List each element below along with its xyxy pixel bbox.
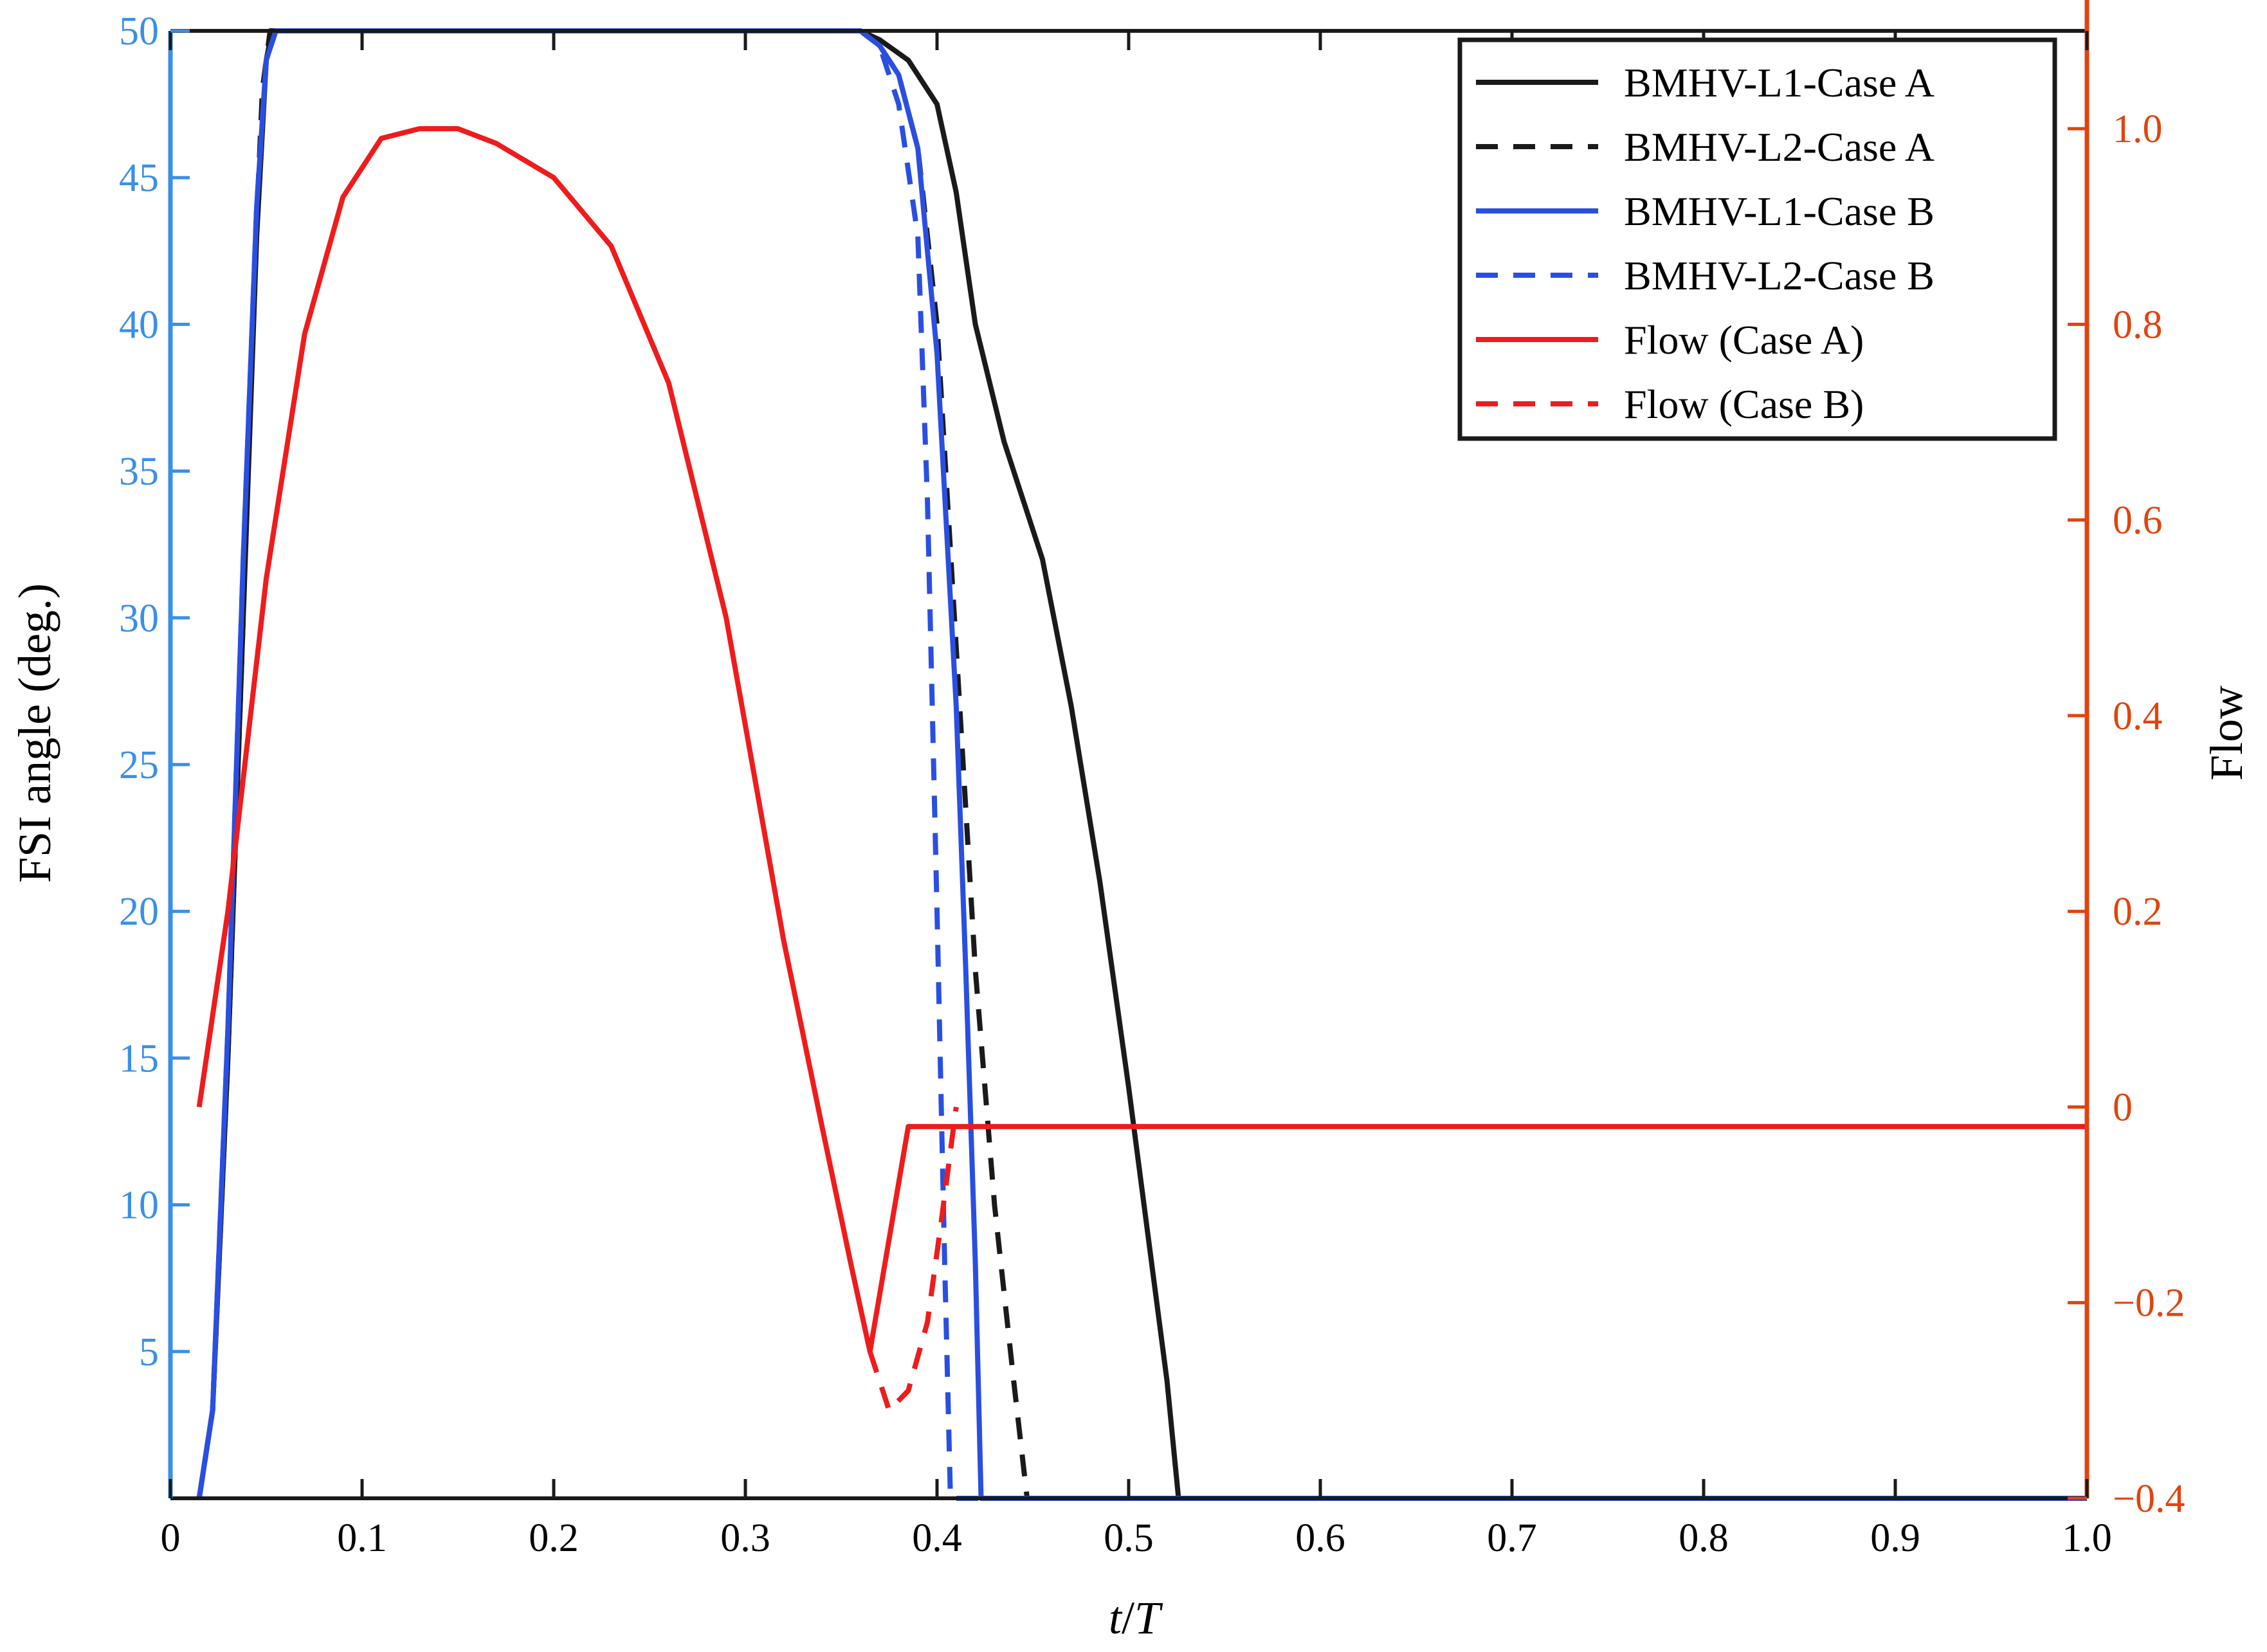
legend-label: Flow (Case B) (1624, 381, 1864, 427)
x-tick-label: 1.0 (2062, 1516, 2112, 1560)
x-tick-label: 0.5 (1104, 1516, 1154, 1560)
legend-items: BMHV-L1-Case A BMHV-L2-Case A BMHV-L1-Case… (1476, 60, 1935, 427)
y-left-tick-label: 35 (119, 450, 159, 494)
x-axis-title-slash: / (1122, 1592, 1134, 1644)
y-right-tick-label: −0.4 (2113, 1477, 2185, 1521)
legend-label: BMHV-L1-Case A (1624, 60, 1935, 105)
y-left-tick-label: 5 (139, 1330, 159, 1374)
y-right-tick-label: 0 (2113, 1085, 2133, 1129)
y-left-tick-label: 10 (119, 1184, 159, 1228)
bmhv-l2-case-b-line (196, 28, 2087, 1501)
legend-label: Flow (Case A) (1624, 317, 1864, 363)
y-left-axis-title: FSI angle (deg.) (9, 583, 60, 883)
x-tick-label: 0.9 (1870, 1516, 1920, 1560)
x-tick-label: 0.7 (1487, 1516, 1537, 1560)
legend: BMHV-L1-Case A BMHV-L2-Case A BMHV-L1-Case… (1457, 37, 2057, 441)
ticks-layer: 0 0.1 0.2 0.3 0.4 0.5 0.6 0.7 0.8 0.9 1.0 5 10 15 20 25… (119, 10, 2185, 1560)
y-left-tick-label: 25 (119, 743, 159, 787)
x-tick-label: 0.6 (1295, 1516, 1345, 1560)
y-right-tick-label: 0.6 (2113, 499, 2163, 543)
x-axis-title-T: T (1134, 1592, 1163, 1644)
legend-box (1457, 37, 2057, 441)
x-axis-title: t/T (1109, 1592, 1163, 1644)
flow-case-b-line (867, 1106, 959, 1413)
legend-label: BMHV-L2-Case A (1624, 124, 1935, 170)
series-layer (196, 28, 2087, 1501)
legend-label: BMHV-L2-Case B (1624, 253, 1935, 298)
y-right-tick-label: 0.4 (2113, 694, 2163, 738)
y-left-tick-label: 45 (119, 156, 159, 200)
x-tick-label: 0.4 (912, 1516, 962, 1560)
x-tick-label: 0.8 (1679, 1516, 1729, 1560)
y-right-axis-title: Flow (2201, 685, 2252, 781)
y-right-tick-label: 1.0 (2113, 107, 2163, 151)
flow-case-a-line (196, 126, 2087, 1354)
x-tick-label: 0 (161, 1516, 181, 1560)
x-tick-label: 0.1 (337, 1516, 387, 1560)
legend-label: BMHV-L1-Case B (1624, 188, 1935, 234)
y-right-tick-label: −0.2 (2113, 1282, 2185, 1325)
y-right-tick-label: 0.8 (2113, 303, 2163, 347)
y-right-tick-label: 0.2 (2113, 890, 2163, 934)
y-left-tick-label: 30 (119, 597, 159, 640)
x-tick-label: 0.3 (720, 1516, 770, 1560)
y-left-tick-label: 20 (119, 890, 159, 934)
y-left-tick-label: 15 (119, 1037, 159, 1080)
x-axis-title-t: t (1109, 1592, 1123, 1644)
y-left-tick-label: 40 (119, 303, 159, 347)
y-left-tick-label: 50 (119, 10, 159, 53)
x-tick-label: 0.2 (529, 1516, 579, 1560)
